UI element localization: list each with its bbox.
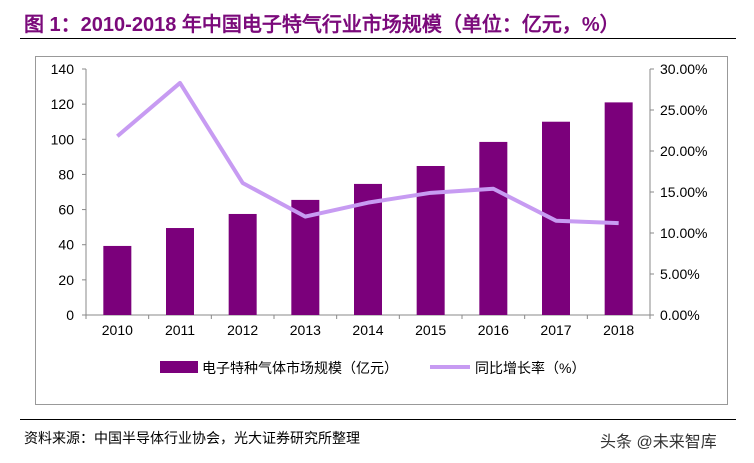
x-tick-label: 2014 (352, 322, 383, 338)
bar-2015 (416, 165, 445, 315)
left-tick-label: 140 (51, 61, 75, 77)
figure-title: 图 1：2010-2018 年中国电子特气行业市场规模（单位：亿元，%） (24, 14, 620, 36)
right-tick-label: 15.00% (660, 184, 707, 200)
bar-2010 (103, 245, 132, 315)
divider (20, 419, 736, 420)
legend-bar-label: 电子特种气体市场规模（亿元） (202, 360, 398, 376)
x-tick-label: 2011 (165, 322, 195, 338)
left-tick-label: 20 (58, 272, 74, 288)
divider (20, 38, 736, 39)
right-tick-label: 20.00% (660, 143, 707, 159)
x-tick-label: 2016 (478, 322, 509, 338)
left-tick-label: 80 (58, 166, 74, 182)
right-tick-label: 10.00% (660, 225, 707, 241)
right-tick-label: 5.00% (660, 266, 700, 282)
x-tick-label: 2015 (415, 322, 446, 338)
chart-frame (35, 56, 728, 405)
bar-2013 (291, 199, 320, 315)
bar-2011 (166, 228, 194, 315)
x-tick-label: 2017 (540, 322, 571, 338)
right-tick-label: 30.00% (660, 61, 707, 77)
x-tick-label: 2018 (603, 322, 634, 338)
legend-bar-swatch (160, 361, 198, 373)
bar-2018 (604, 102, 633, 315)
right-tick-label: 0.00% (660, 307, 700, 323)
bar-2017 (542, 121, 570, 315)
left-tick-label: 0 (66, 307, 74, 323)
legend-line-label: 同比增长率（%） (475, 360, 585, 376)
growth-line (116, 80, 619, 226)
left-tick-label: 60 (58, 202, 74, 218)
x-tick-label: 2012 (227, 322, 258, 338)
left-tick-label: 100 (51, 131, 75, 147)
left-tick-label: 120 (51, 96, 75, 112)
x-tick-label: 2010 (102, 322, 133, 338)
x-tick-label: 2013 (290, 322, 321, 338)
left-tick-label: 40 (58, 237, 74, 253)
source-note: 资料来源：中国半导体行业协会，光大证券研究所整理 (24, 430, 360, 446)
watermark: 头条 @未来智库 (600, 434, 717, 451)
bar-2016 (479, 141, 508, 315)
bar-2012 (228, 213, 257, 315)
right-tick-label: 25.00% (660, 102, 707, 118)
